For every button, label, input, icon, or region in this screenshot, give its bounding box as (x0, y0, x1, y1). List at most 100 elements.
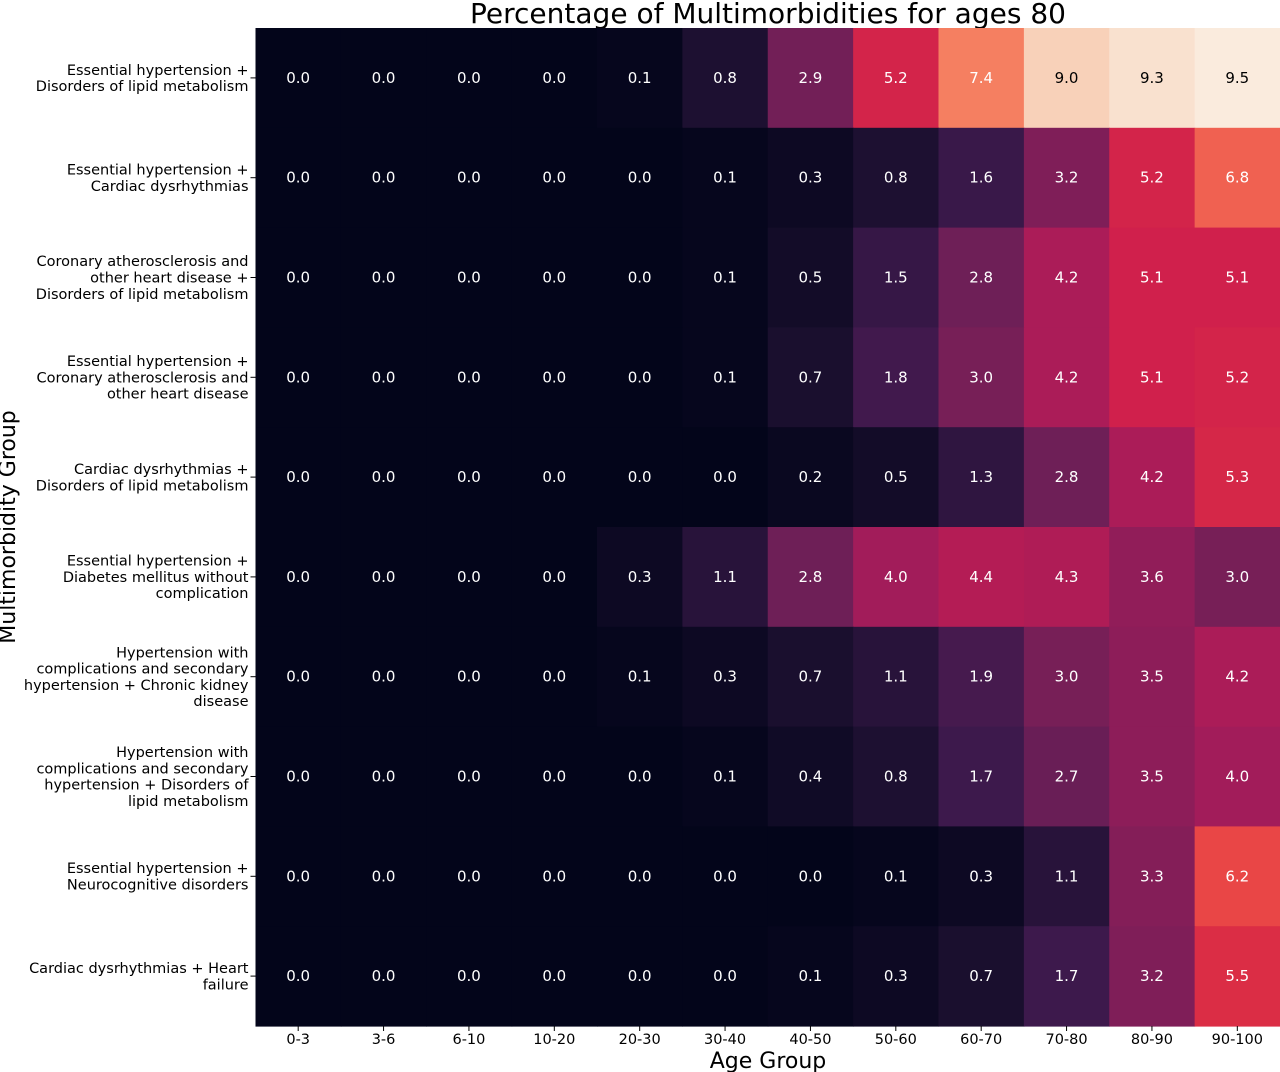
heatmap-cell (938, 427, 1025, 528)
heatmap-cell (1023, 527, 1110, 628)
heatmap-cell (938, 28, 1025, 129)
heatmap-cell-value: 0.3 (969, 867, 993, 885)
heatmap-cell-value: 0.0 (372, 768, 396, 786)
heatmap-cell-value: 3.0 (1055, 668, 1079, 686)
heatmap-cell (1109, 28, 1196, 129)
heatmap-cell-value: 5.2 (884, 69, 908, 87)
x-axis-title: Age Group (710, 1049, 827, 1072)
heatmap-cell-value: 5.3 (1225, 468, 1249, 486)
heatmap-cell (1109, 327, 1196, 428)
heatmap-cell-value: 0.0 (286, 368, 310, 386)
heatmap-cell-value: 6.2 (1225, 867, 1249, 885)
heatmap-cell-value: 0.3 (713, 668, 737, 686)
heatmap-cell (682, 826, 769, 927)
heatmap-cell (426, 227, 513, 328)
heatmap-cell-value: 4.2 (1225, 668, 1249, 686)
chart-title: Percentage of Multimorbidities for ages … (470, 0, 1066, 30)
heatmap-cell-value: 0.7 (969, 967, 993, 985)
heatmap-cell-value: 0.0 (372, 468, 396, 486)
heatmap-cell-value: 0.0 (372, 269, 396, 287)
heatmap-cell (340, 427, 427, 528)
heatmap-cell (511, 427, 598, 528)
heatmap-cell (511, 926, 598, 1027)
heatmap-cell (1109, 527, 1196, 628)
heatmap-cell-value: 0.3 (799, 169, 823, 187)
y-tick-label: Cardiac dysrhythmias + Disorders of lipid… (36, 462, 249, 494)
heatmap-cell-value: 0.0 (542, 269, 566, 287)
heatmap-cell (1194, 626, 1280, 728)
heatmap-cell-value: 0.0 (286, 867, 310, 885)
heatmap-cell (426, 926, 513, 1027)
heatmap-cell (597, 926, 683, 1027)
heatmap-cell-value: 3.0 (969, 368, 993, 386)
heatmap-cell-value: 0.1 (713, 768, 737, 786)
y-tick-label: Hypertension with complications and secon… (36, 745, 249, 810)
heatmap-cell-value: 0.0 (286, 668, 310, 686)
heatmap-cell (255, 327, 342, 428)
heatmap-cell (1023, 28, 1110, 129)
heatmap-cell-value: 0.1 (713, 269, 737, 287)
heatmap-cell (938, 127, 1025, 229)
heatmap-cell-value: 0.2 (799, 468, 823, 486)
y-axis-title: Multimorbidity Group (0, 410, 21, 643)
heatmap-cell (426, 626, 513, 728)
heatmap-cell-value: 0.0 (286, 568, 310, 586)
heatmap-cell (511, 227, 598, 328)
heatmap-cell (853, 127, 940, 229)
heatmap-cell-value: 0.0 (457, 368, 481, 386)
heatmap-cell (853, 527, 940, 628)
heatmap-cell-value: 1.1 (713, 568, 737, 586)
heatmap-cell (682, 127, 769, 229)
heatmap-cell-value: 0.0 (457, 768, 481, 786)
heatmap-cell-value: 0.0 (457, 867, 481, 885)
heatmap-cell-value: 0.0 (628, 169, 652, 187)
heatmap-cell (938, 726, 1025, 827)
heatmap-cell-value: 0.0 (457, 69, 481, 87)
heatmap-cell (767, 427, 854, 528)
heatmap-cell (511, 327, 598, 428)
heatmap-cell (340, 926, 427, 1027)
heatmap-cell (1109, 626, 1196, 728)
heatmap-cell (938, 826, 1025, 927)
heatmap-cell (1023, 227, 1110, 328)
x-tick-label: 6-10 (452, 1032, 485, 1048)
heatmap-cell (426, 527, 513, 628)
y-axis-ticks: Essential hypertension + Disorders of lip… (24, 63, 256, 993)
y-tick-label: Essential hypertension + Disorders of lip… (36, 63, 249, 95)
heatmap-cell-value: 5.1 (1140, 368, 1164, 386)
heatmap-cell (597, 826, 683, 927)
heatmap-cell-value: 0.0 (713, 468, 737, 486)
heatmap-cell (340, 527, 427, 628)
heatmap-cell-value: 0.0 (542, 368, 566, 386)
heatmap-cell-value: 0.0 (628, 468, 652, 486)
heatmap-cell (426, 726, 513, 827)
heatmap-cell (1023, 926, 1110, 1027)
heatmap-cell-value: 0.3 (628, 568, 652, 586)
heatmap-cell-value: 1.1 (1055, 867, 1079, 885)
heatmap-cell-value: 0.1 (713, 368, 737, 386)
heatmap-cell (682, 28, 769, 129)
heatmap-cell (1194, 726, 1280, 827)
heatmap-cell (853, 926, 940, 1027)
heatmap-cell-value: 2.8 (1055, 468, 1079, 486)
heatmap-cell-value: 3.2 (1140, 967, 1164, 985)
heatmap-cell-value: 0.0 (286, 967, 310, 985)
y-tick-label: Essential hypertension + Neurocognitive d… (67, 861, 249, 893)
heatmap-cell-value: 0.0 (457, 169, 481, 187)
heatmap-cell (1109, 127, 1196, 229)
heatmap-cell (1194, 527, 1280, 628)
heatmap-cell (340, 726, 427, 827)
heatmap-cell-value: 0.0 (286, 269, 310, 287)
heatmap-cell-value: 0.5 (884, 468, 908, 486)
heatmap-cell-value: 0.0 (372, 568, 396, 586)
heatmap-cell (682, 626, 769, 728)
heatmap-cell-value: 0.0 (372, 169, 396, 187)
heatmap-cell-value: 0.0 (457, 668, 481, 686)
heatmap-cell-value: 0.0 (713, 867, 737, 885)
heatmap-cell (767, 127, 854, 229)
heatmap-cell (682, 427, 769, 528)
heatmap-cell (767, 527, 854, 628)
heatmap-cell-value: 0.7 (799, 668, 823, 686)
x-tick-label: 80-90 (1131, 1032, 1173, 1048)
